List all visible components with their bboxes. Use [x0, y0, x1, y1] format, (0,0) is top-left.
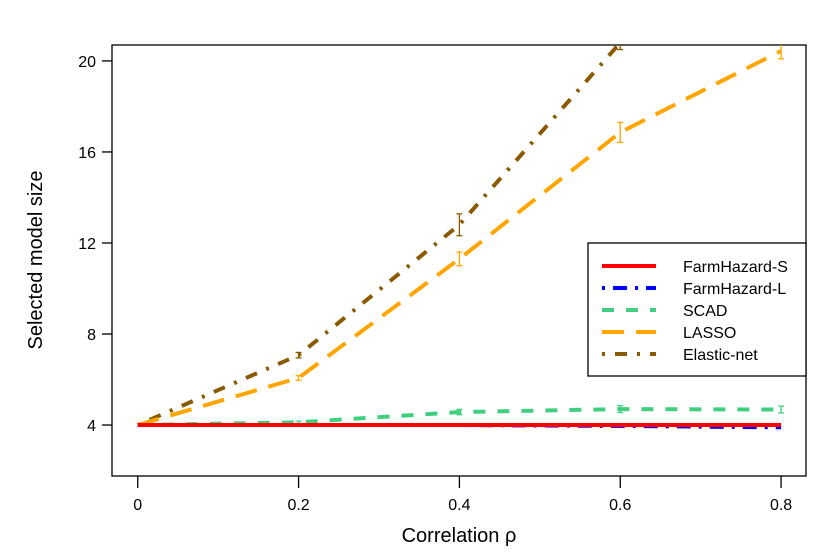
- y-tick-label: 8: [87, 327, 96, 344]
- x-tick-label: 0.2: [287, 497, 309, 514]
- x-tick-label: 0.8: [770, 497, 792, 514]
- series-line-lasso: [137, 49, 782, 427]
- y-axis-label: Selected model size: [25, 171, 47, 350]
- legend-label: FarmHazard-S: [683, 259, 788, 276]
- legend-label: LASSO: [683, 325, 736, 342]
- legend: FarmHazard-S FarmHazard-L SCAD LASSO Elastic…: [587, 242, 807, 377]
- legend-label: FarmHazard-L: [683, 281, 786, 298]
- y-tick-label: 20: [78, 54, 96, 71]
- y-tick-label: 12: [78, 236, 96, 253]
- legend-label: SCAD: [683, 303, 727, 320]
- series-line-elastic-net: [136, 45, 621, 427]
- x-axis-label: Correlation ρ: [402, 525, 517, 547]
- y-tick-label: 4: [87, 418, 96, 435]
- x-tick-label: 0: [133, 497, 142, 514]
- y-tick-label: 16: [78, 145, 96, 162]
- x-tick-label: 0.4: [448, 497, 470, 514]
- x-tick-label: 0.6: [609, 497, 631, 514]
- legend-label: Elastic-net: [683, 347, 758, 364]
